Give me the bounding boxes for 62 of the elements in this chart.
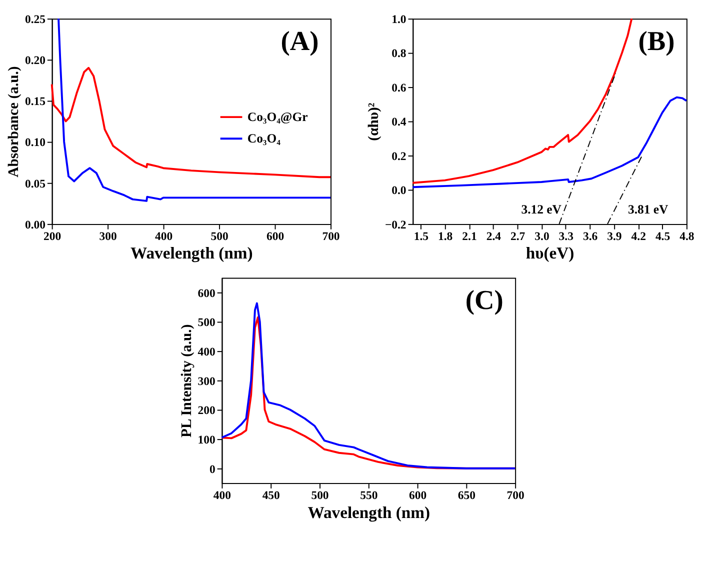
x-tick-label: 4.5	[655, 230, 670, 244]
x-tick-label: 3.3	[558, 230, 574, 244]
x-axis-title: Wavelength (nm)	[308, 502, 430, 522]
x-tick-label: 4.8	[680, 230, 694, 244]
x-tick-label: 550	[360, 489, 378, 502]
y-tick-label: 200	[198, 404, 216, 418]
legend-label: Co₃O₄	[247, 132, 281, 146]
x-tick-label: 600	[266, 230, 284, 244]
y-tick-label: 0.25	[24, 13, 46, 26]
x-axis-title: hυ(eV)	[526, 244, 574, 263]
y-tick-label: 100	[198, 433, 216, 446]
x-tick-label: 2.1	[462, 230, 477, 244]
x-tick-label: 200	[44, 230, 62, 244]
x-tick-label: 4.2	[631, 230, 646, 244]
y-tick-label: 1.0	[392, 13, 406, 26]
annotation: (C)	[465, 285, 504, 316]
y-tick-label: 500	[198, 316, 216, 330]
line-series	[50, 66, 332, 178]
x-tick-label: 2.7	[510, 230, 526, 244]
x-tick-label: 400	[213, 489, 232, 502]
x-tick-label: 500	[311, 489, 329, 502]
line-series	[58, 18, 332, 202]
y-tick-label: 400	[198, 345, 216, 358]
x-tick-label: 400	[155, 230, 173, 244]
y-tick-label: 0	[210, 462, 216, 476]
y-tick-label: 0.20	[24, 54, 46, 68]
x-tick-label: 700	[322, 230, 340, 244]
x-tick-label: 300	[99, 230, 117, 244]
x-tick-label: 450	[262, 489, 280, 502]
y-tick-label: 0.6	[392, 81, 406, 94]
y-tick-label: 600	[198, 286, 216, 300]
line-series	[412, 18, 633, 184]
y-tick-label: 300	[198, 374, 216, 388]
y-axis-title: PL Intensity (a.u.)	[178, 324, 195, 438]
x-tick-label: 3.9	[607, 230, 622, 244]
x-tick-label: 3.0	[534, 230, 550, 244]
y-tick-label: −0.2	[384, 218, 406, 232]
x-tick-label: 1.5	[414, 230, 429, 244]
y-axis-title: (αhυ)²	[366, 102, 382, 141]
legend-label: Co₃O₄@Gr	[247, 110, 308, 124]
x-tick-label: 1.8	[438, 230, 453, 244]
y-tick-label: 0.00	[24, 218, 46, 232]
x-tick-label: 650	[458, 489, 476, 502]
y-tick-label: 0.05	[24, 177, 46, 190]
x-tick-label: 500	[210, 230, 228, 244]
annotation: (B)	[638, 26, 675, 56]
x-tick-label: 600	[408, 489, 427, 502]
y-tick-label: 0.0	[392, 184, 406, 198]
annotation: 3.81 eV	[628, 202, 670, 216]
x-axis-title: Wavelength (nm)	[130, 244, 253, 263]
y-axis-title: Absorbance (a.u.)	[6, 66, 22, 178]
x-tick-label: 2.4	[486, 230, 502, 244]
annotation: (A)	[280, 26, 319, 56]
y-tick-label: 0.4	[392, 116, 406, 129]
x-tick-label: 3.6	[582, 230, 598, 244]
y-tick-label: 0.10	[24, 136, 46, 150]
annotation: 3.12 eV	[521, 202, 562, 216]
x-tick-label: 700	[506, 489, 524, 502]
y-tick-label: 0.2	[392, 150, 406, 163]
y-tick-label: 0.8	[392, 47, 406, 60]
y-tick-label: 0.15	[24, 95, 46, 108]
line-series	[412, 96, 688, 188]
